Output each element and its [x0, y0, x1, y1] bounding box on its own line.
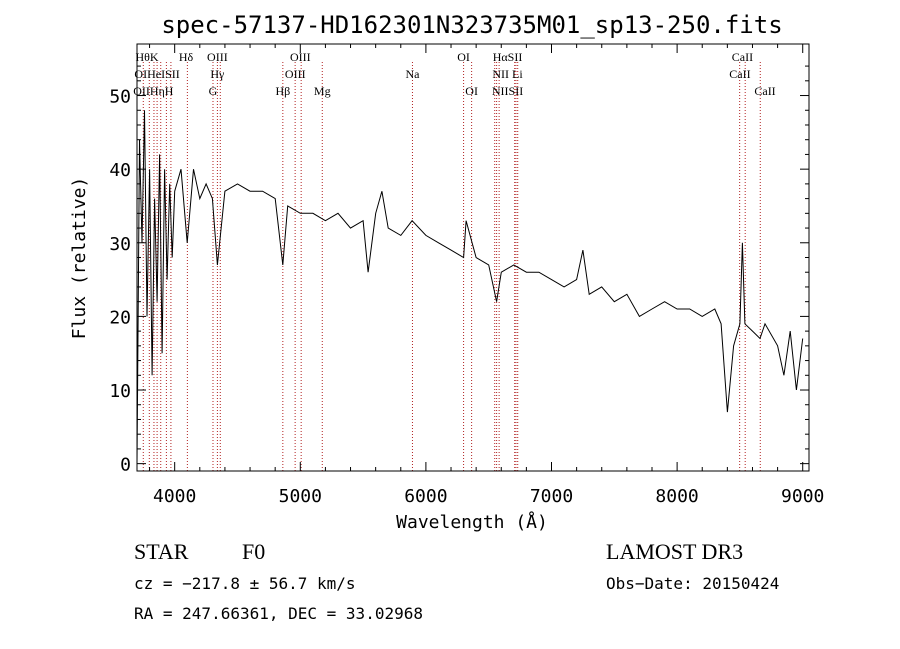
line-label: Hδ — [179, 50, 194, 64]
line-label: Mg — [314, 84, 331, 98]
ra-dec: RA = 247.66361, DEC = 33.02968 — [134, 604, 423, 623]
y-tick-label: 20 — [109, 307, 131, 328]
object-subclass: F0 — [242, 539, 265, 564]
line-label: NIISII — [492, 84, 523, 98]
chart-title: spec-57137-HD162301N323735M01_sp13-250.f… — [161, 11, 782, 39]
y-tick-label: 30 — [109, 234, 131, 255]
line-label: OIII — [290, 50, 311, 64]
line-label: OIIHηH — [133, 84, 174, 98]
plot-frame — [136, 43, 810, 472]
redshift-cz: cz = −217.8 ± 56.7 km/s — [134, 574, 356, 593]
line-label: OIII — [285, 67, 306, 81]
x-tick-label: 8000 — [655, 486, 698, 507]
y-tick-label: 40 — [109, 160, 131, 181]
y-axis: 0 10 20 30 40 50 — [109, 65, 809, 476]
spectrum-line — [136, 110, 804, 464]
line-label: NII Li — [492, 67, 523, 81]
line-label: OI — [465, 84, 478, 98]
spectral-line-markers — [142, 62, 761, 471]
x-tick-label: 7000 — [530, 486, 573, 507]
survey-name: LAMOST DR3 — [606, 539, 743, 564]
x-tick-label: 5000 — [279, 486, 322, 507]
line-label: HθK — [136, 50, 159, 64]
x-tick-label: 4000 — [153, 486, 196, 507]
y-tick-label: 0 — [120, 455, 131, 476]
line-label: Na — [405, 67, 420, 81]
y-tick-label: 10 — [109, 381, 131, 402]
line-label: OI — [457, 50, 470, 64]
line-label: CaII — [729, 67, 750, 81]
y-tick-label: 50 — [109, 87, 131, 108]
x-axis: 4000 5000 6000 7000 8000 9000 — [149, 44, 824, 507]
line-label: OIHeISII — [134, 67, 179, 81]
line-label: Hβ — [275, 84, 290, 98]
line-label: Hγ — [210, 67, 225, 81]
observation-date: Obs−Date: 20150424 — [606, 574, 779, 593]
y-axis-label: Flux (relative) — [69, 177, 90, 340]
line-label: G — [209, 84, 218, 98]
x-axis-label: Wavelength (Å) — [396, 511, 548, 533]
line-label: CaII — [732, 50, 753, 64]
line-label: HαSII — [493, 50, 523, 64]
line-label: OIII — [207, 50, 228, 64]
line-label: CaII — [754, 84, 775, 98]
spectral-line-labels: HθK Hδ OIII OIII OI HαSII CaII OIHeISII Hγ OIII Na… — [133, 50, 776, 98]
x-tick-label: 9000 — [781, 486, 824, 507]
x-tick-label: 6000 — [404, 486, 447, 507]
object-class: STAR — [134, 539, 189, 564]
